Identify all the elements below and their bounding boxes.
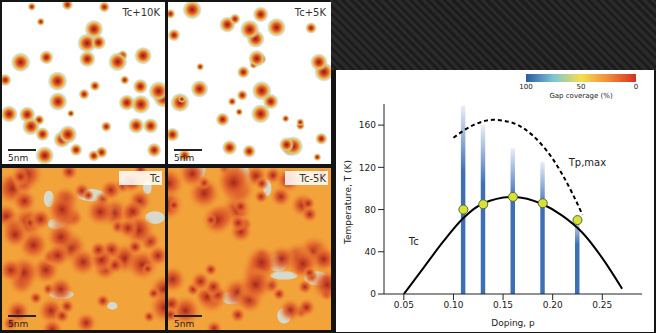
svg-text:5nm: 5nm	[8, 153, 28, 163]
svg-text:0: 0	[370, 289, 376, 299]
html-text:Gap coverage (%): Gap coverage (%)	[549, 92, 613, 100]
svg-text:0.15: 0.15	[493, 300, 513, 310]
svg-text:80: 80	[365, 205, 377, 215]
svg-text:Doping, p: Doping, p	[491, 318, 535, 328]
svg-text:Tp,max: Tp,max	[568, 157, 607, 168]
svg-text:5nm: 5nm	[174, 319, 194, 329]
svg-text:Tc+10K: Tc+10K	[121, 7, 160, 18]
svg-text:120: 120	[359, 163, 376, 173]
html-text:0: 0	[633, 83, 639, 91]
svg-text:Tc-5K: Tc-5K	[299, 173, 327, 184]
svg-text:Tc: Tc	[408, 236, 419, 247]
svg-text:0.10: 0.10	[443, 300, 463, 310]
svg-text:Tc: Tc	[149, 173, 160, 184]
svg-text:0.25: 0.25	[592, 300, 612, 310]
svg-text:0.05: 0.05	[394, 300, 414, 310]
svg-text:0.20: 0.20	[543, 300, 563, 310]
svg-text:40: 40	[365, 247, 377, 257]
svg-text:Tc+5K: Tc+5K	[294, 7, 327, 18]
html-text:100: 100	[519, 83, 533, 91]
svg-text:5nm: 5nm	[174, 153, 194, 163]
html-text:50: 50	[576, 83, 586, 91]
svg-text:5nm: 5nm	[8, 319, 28, 329]
svg-text:160: 160	[359, 120, 376, 130]
svg-text:Temperature, T (K): Temperature, T (K)	[343, 160, 353, 245]
